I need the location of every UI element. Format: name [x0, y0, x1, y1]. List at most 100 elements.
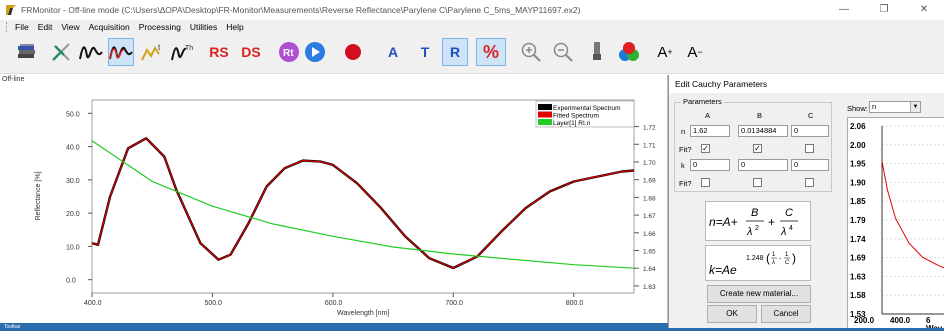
mini-y-tick-label: 1.53	[850, 310, 866, 319]
dropdown-arrow-icon[interactable]: ▼	[910, 102, 920, 112]
ds-button[interactable]: DS	[238, 38, 264, 66]
maximize-button[interactable]: ❐	[879, 4, 889, 15]
spectrum-th-icon: Th	[171, 45, 193, 61]
transmittance-button[interactable]: T	[412, 38, 438, 66]
n-b-field[interactable]: 0.0134884	[738, 125, 788, 137]
minimize-button[interactable]: —	[839, 4, 849, 15]
t-label: T	[420, 44, 430, 60]
zoom-out-button[interactable]	[550, 38, 576, 66]
dialog-title: Edit Cauchy Parameters	[669, 75, 944, 93]
x-tick-label: 800.0	[566, 300, 584, 307]
menu-acquisition[interactable]: Acquisition	[88, 22, 130, 32]
mini-y-tick-label: 1.58	[850, 291, 866, 300]
ds-label: DS	[241, 44, 261, 60]
font-increase-button[interactable]: A +	[652, 38, 678, 66]
open-file-button[interactable]	[14, 38, 40, 66]
y2-tick-label: 1.68	[643, 195, 656, 202]
ok-button[interactable]: OK	[707, 305, 757, 323]
rt-button[interactable]: Rt	[276, 38, 302, 66]
status-bar: Toolbar	[0, 323, 668, 331]
row-label-n: n	[681, 127, 686, 136]
menu-bar: File Edit View Acquisition Processing Ut…	[0, 20, 944, 34]
toolbar: t Th RS DS Rt A T R %	[0, 34, 944, 74]
mini-y-tick-label: 1.69	[850, 254, 866, 263]
play-button[interactable]	[302, 38, 328, 66]
n-c-field[interactable]: 0	[791, 125, 829, 137]
k-formula-paren-close: )	[792, 251, 796, 265]
fit-n-b-checkbox[interactable]: ✓	[753, 144, 762, 153]
menu-edit[interactable]: Edit	[37, 22, 53, 32]
row-label-fit-n: Fit?	[679, 145, 692, 154]
x-axis-label: Wavelength [nm]	[337, 310, 389, 317]
k-c-field[interactable]: 0	[791, 159, 829, 171]
fit-k-c-checkbox[interactable]	[805, 178, 814, 187]
k-b-field[interactable]: 0	[738, 159, 788, 171]
x-tick-label: 600.0	[325, 300, 343, 307]
svg-text:t: t	[158, 43, 161, 52]
menu-help[interactable]: Help	[226, 22, 244, 32]
percent-button[interactable]: %	[476, 38, 506, 66]
threshold-button[interactable]: Th	[170, 38, 196, 66]
n-dispersion-chart: 2.06 2.00 1.95 1.90 1.85 1.79 1.74 1.69 1.63 1.58…	[847, 117, 944, 333]
show-select-value: n	[872, 102, 877, 111]
col-header-a: A	[705, 111, 711, 120]
fit-n-a-checkbox[interactable]: ✓	[701, 144, 710, 153]
font-decrease-button[interactable]: A −	[682, 38, 708, 66]
time-trend-button[interactable]: t	[140, 38, 166, 66]
menu-view[interactable]: View	[61, 22, 80, 32]
close-button[interactable]: ✕	[919, 4, 929, 15]
y2-tick-label: 1.65	[643, 249, 656, 256]
y-tick-label: 10.0	[66, 244, 80, 251]
legend-swatch-1	[538, 111, 552, 118]
zoom-in-icon	[521, 42, 541, 62]
color-button[interactable]	[616, 38, 642, 66]
n-formula-plus: +	[768, 215, 775, 229]
mini-y-tick-label: 1.95	[850, 160, 866, 169]
fit-k-a-checkbox[interactable]	[701, 178, 710, 187]
rs-button[interactable]: RS	[206, 38, 232, 66]
rgb-circles-icon	[619, 42, 639, 61]
n-formula-svg: n=A+ B λ 2 + C λ 4	[709, 207, 798, 238]
reflectance-chart[interactable]: 0.0 10.0 20.0 30.0 40.0 50.0 1.63 1.64 1.65 1.66 1…	[0, 75, 666, 323]
col-header-c: C	[808, 111, 814, 120]
menu-processing[interactable]: Processing	[138, 22, 181, 32]
mode-label: Off-line	[2, 76, 25, 83]
col-header-b: B	[757, 111, 763, 120]
mini-y-tick-label: 1.85	[850, 197, 866, 206]
menu-utilities[interactable]: Utilities	[189, 22, 218, 32]
parameters-group: Parameters A B C n 1.62 0.0134884 0 Fit?…	[674, 97, 832, 192]
r-label: R	[449, 44, 461, 60]
spectrum-view-button[interactable]	[78, 38, 104, 66]
tools-button[interactable]	[48, 38, 74, 66]
spectrum-red-icon	[109, 46, 133, 60]
plus-sup: +	[667, 47, 673, 57]
a-label: A	[387, 44, 399, 60]
n-formula-lhs: n=A+	[709, 215, 738, 229]
zoom-out-icon	[553, 42, 573, 62]
show-select[interactable]: n ▼	[869, 101, 921, 113]
n-a-field[interactable]: 1.62	[690, 125, 730, 137]
x-tick-label: 500.0	[204, 300, 222, 307]
fit-n-c-checkbox[interactable]	[805, 144, 814, 153]
mini-series-line-0	[881, 161, 944, 269]
minus-sup: −	[697, 47, 703, 57]
spectrum-black-icon	[79, 46, 103, 60]
pliers-icon	[52, 43, 70, 61]
k-formula-exponent: 1.248	[746, 255, 764, 262]
create-material-button[interactable]: Create new material...	[707, 285, 811, 303]
thickness-fit-button[interactable]	[108, 38, 134, 66]
lamp-button[interactable]	[584, 38, 610, 66]
zoom-in-button[interactable]	[518, 38, 544, 66]
absorbance-button[interactable]: A	[380, 38, 406, 66]
record-button[interactable]	[340, 38, 366, 66]
y-tick-label: 50.0	[66, 111, 80, 118]
y-tick-label: 20.0	[66, 211, 80, 218]
rt-label: Rt	[283, 48, 294, 59]
row-label-k: k	[681, 161, 685, 170]
fit-k-b-checkbox[interactable]	[753, 178, 762, 187]
spectrum-plot-panel: Off-line 0.0 10.0 20.0 30.0 40.0 50.0 1.63 1.64…	[0, 75, 668, 323]
cancel-button[interactable]: Cancel	[761, 305, 811, 323]
k-a-field[interactable]: 0	[690, 159, 730, 171]
menu-file[interactable]: File	[15, 22, 29, 32]
reflectance-button[interactable]: R	[442, 38, 468, 66]
